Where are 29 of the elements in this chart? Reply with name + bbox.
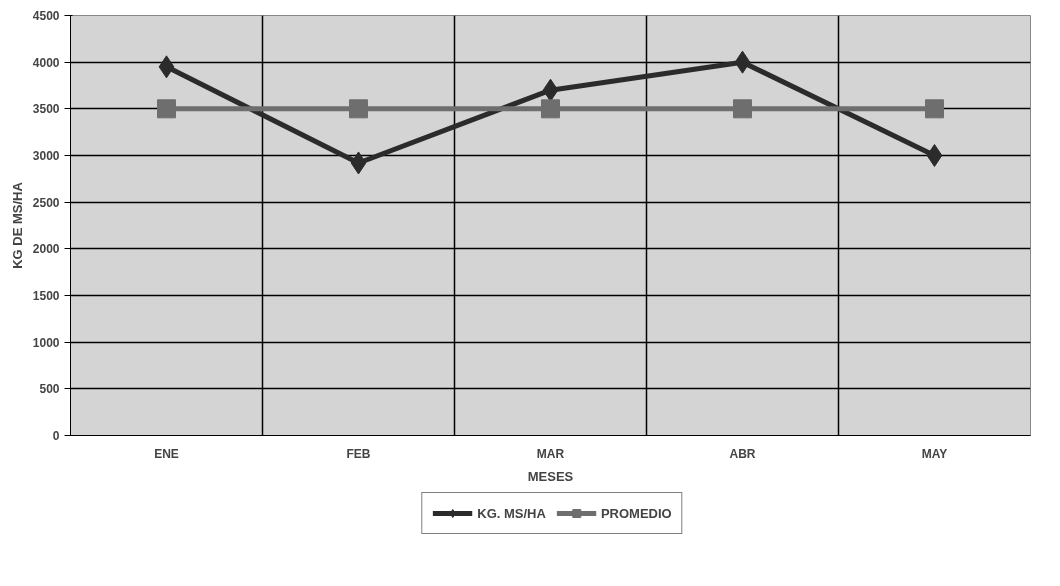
x-tick-label: ABR	[729, 446, 756, 461]
legend-label: KG. MS/HA	[477, 505, 546, 521]
legend-label: PROMEDIO	[600, 505, 672, 521]
y-tick-label: 3000	[32, 149, 60, 163]
x-tick-label: ENE	[154, 446, 179, 461]
point	[542, 78, 559, 102]
point	[926, 144, 943, 167]
point	[158, 55, 175, 79]
y-tick-label: 2500	[32, 195, 60, 210]
y-tick-label: 4500	[32, 9, 60, 23]
x-tick-label: MAR	[536, 446, 565, 461]
y-tick-label: 3500	[32, 102, 60, 117]
point	[541, 99, 560, 119]
y-axis-title: KG DE MS/HA	[9, 181, 25, 269]
point	[349, 99, 368, 119]
y-tick-label: 0	[52, 429, 60, 443]
y-tick-label: 2000	[32, 242, 60, 257]
point	[925, 99, 944, 119]
y-tick-label: 1000	[32, 335, 60, 350]
x-axis-title: MESES	[527, 468, 574, 484]
x-tick-label: FEB	[346, 446, 371, 461]
x-tick-label: MAY	[921, 446, 948, 461]
point	[157, 99, 176, 119]
point	[350, 151, 367, 175]
y-tick-label: 4000	[32, 55, 60, 70]
point	[734, 50, 751, 74]
y-tick-label: 500	[39, 382, 60, 397]
point	[733, 99, 752, 119]
y-tick-label: 1500	[32, 289, 60, 303]
